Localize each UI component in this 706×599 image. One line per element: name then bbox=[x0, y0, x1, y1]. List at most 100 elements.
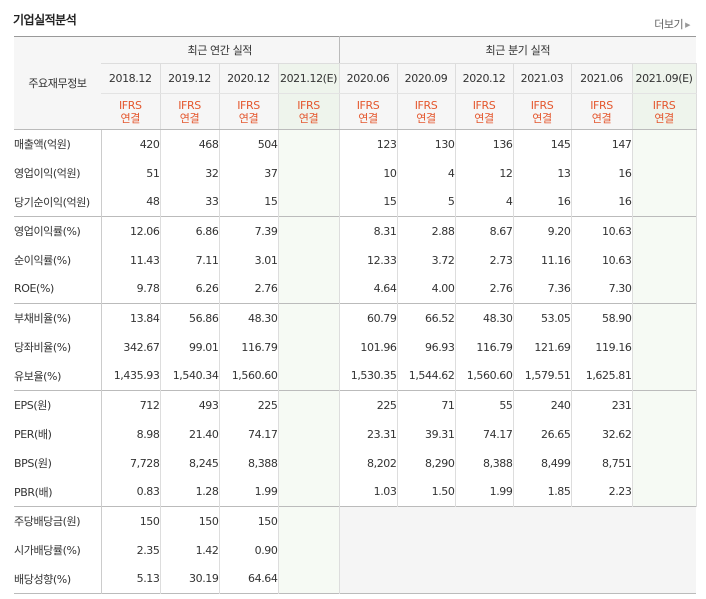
value-cell bbox=[278, 390, 340, 420]
value-cell: 30.19 bbox=[160, 564, 220, 594]
value-cell: 130 bbox=[397, 129, 456, 159]
value-cell bbox=[278, 535, 340, 565]
value-cell: 71 bbox=[397, 390, 456, 420]
row-label: PBR(배) bbox=[14, 477, 102, 507]
value-cell bbox=[632, 216, 697, 246]
value-cell: 493 bbox=[160, 390, 220, 420]
ifrs-header: IFRS 연결 bbox=[219, 93, 279, 130]
value-cell: 8,388 bbox=[219, 448, 279, 478]
period-header: 2020.09 bbox=[397, 63, 456, 94]
row-label: 당좌비율(%) bbox=[14, 332, 102, 362]
value-cell: 56.86 bbox=[160, 303, 220, 333]
value-cell: 504 bbox=[219, 129, 279, 159]
value-cell: 0.90 bbox=[219, 535, 279, 565]
value-cell: 420 bbox=[101, 129, 161, 159]
value-cell bbox=[278, 361, 340, 391]
table-row: PBR(배) 0.83 1.28 1.99 1.03 1.50 1.99 1.85 2.23 bbox=[14, 477, 697, 507]
value-cell: 6.86 bbox=[160, 216, 220, 246]
ifrs-header: IFRS 연결 bbox=[513, 93, 572, 130]
value-cell bbox=[632, 187, 697, 217]
value-cell: 10.63 bbox=[571, 245, 633, 275]
value-cell: 2.73 bbox=[455, 245, 514, 275]
ifrs-header: IFRS 연결 bbox=[632, 93, 697, 130]
consolidated-label: 연결 bbox=[120, 111, 141, 125]
consolidated-label: 연결 bbox=[654, 111, 674, 125]
row-label: 영업이익(억원) bbox=[14, 158, 102, 188]
period-header: 2021.06 bbox=[571, 63, 633, 94]
ifrs-header: IFRS 연결 bbox=[338, 93, 398, 130]
value-cell: 8,388 bbox=[455, 448, 514, 478]
value-cell: 7.30 bbox=[571, 274, 633, 304]
empty-cell bbox=[397, 564, 456, 594]
consolidated-label: 연결 bbox=[358, 111, 378, 125]
value-cell: 1.85 bbox=[513, 477, 572, 507]
value-cell: 2.88 bbox=[397, 216, 456, 246]
row-header-label: 주요재무정보 bbox=[14, 36, 101, 130]
ifrs-header: IFRS 연결 bbox=[101, 93, 161, 130]
value-cell bbox=[278, 448, 340, 478]
value-cell bbox=[632, 245, 697, 275]
value-cell: 4.00 bbox=[397, 274, 456, 304]
value-cell bbox=[632, 361, 697, 391]
value-cell: 48 bbox=[101, 187, 161, 217]
table-row: 주당배당금(원) 150 150 150 bbox=[14, 506, 697, 536]
section-title: 기업실적분석 bbox=[13, 13, 77, 27]
empty-cell bbox=[397, 506, 456, 536]
value-cell: 1,530.35 bbox=[338, 361, 398, 391]
value-cell: 13 bbox=[513, 158, 572, 188]
value-cell: 74.17 bbox=[219, 419, 279, 449]
value-cell: 99.01 bbox=[160, 332, 220, 362]
value-cell: 4 bbox=[455, 187, 514, 217]
value-cell: 1,560.60 bbox=[455, 361, 514, 391]
consolidated-label: 연결 bbox=[298, 111, 319, 125]
value-cell: 1.03 bbox=[338, 477, 398, 507]
value-cell: 66.52 bbox=[397, 303, 456, 333]
value-cell bbox=[632, 274, 697, 304]
empty-cell bbox=[571, 535, 633, 565]
value-cell: 12 bbox=[455, 158, 514, 188]
more-link[interactable]: 더보기 ▶ bbox=[654, 16, 690, 32]
value-cell bbox=[278, 564, 340, 594]
value-cell: 12.33 bbox=[338, 245, 398, 275]
value-cell: 9.78 bbox=[101, 274, 161, 304]
value-cell: 51 bbox=[101, 158, 161, 188]
table-row: 순이익률(%) 11.43 7.11 3.01 12.33 3.72 2.73 11.16 10… bbox=[14, 245, 697, 275]
table-row: ROE(%) 9.78 6.26 2.76 4.64 4.00 2.76 7.36 7.30 bbox=[14, 274, 697, 304]
value-cell: 12.06 bbox=[101, 216, 161, 246]
row-label: ROE(%) bbox=[14, 274, 102, 304]
period-header: 2021.09(E) bbox=[632, 63, 697, 94]
value-cell: 1.28 bbox=[160, 477, 220, 507]
value-cell: 225 bbox=[219, 390, 279, 420]
value-cell: 8.31 bbox=[338, 216, 398, 246]
empty-cell bbox=[513, 564, 572, 594]
value-cell: 342.67 bbox=[101, 332, 161, 362]
row-label: PER(배) bbox=[14, 419, 102, 449]
period-header: 2020.12 bbox=[455, 63, 514, 94]
row-label: BPS(원) bbox=[14, 448, 102, 478]
value-cell: 116.79 bbox=[455, 332, 514, 362]
value-cell: 1,560.60 bbox=[219, 361, 279, 391]
value-cell: 21.40 bbox=[160, 419, 220, 449]
ifrs-label: IFRS bbox=[652, 98, 676, 112]
value-cell: 48.30 bbox=[455, 303, 514, 333]
empty-cell bbox=[338, 564, 398, 594]
value-cell bbox=[278, 303, 340, 333]
value-cell: 2.35 bbox=[101, 535, 161, 565]
empty-cell bbox=[338, 506, 398, 536]
empty-cell bbox=[455, 506, 514, 536]
consolidated-label: 연결 bbox=[532, 111, 552, 125]
table-row: 영업이익률(%) 12.06 6.86 7.39 8.31 2.88 8.67 9.20 10.… bbox=[14, 216, 697, 246]
value-cell: 1.42 bbox=[160, 535, 220, 565]
consolidated-label: 연결 bbox=[416, 111, 436, 125]
value-cell: 240 bbox=[513, 390, 572, 420]
empty-cell bbox=[632, 535, 697, 565]
value-cell: 16 bbox=[571, 187, 633, 217]
table-row: 유보율(%) 1,435.93 1,540.34 1,560.60 1,530.35 1,… bbox=[14, 361, 697, 391]
value-cell: 123 bbox=[338, 129, 398, 159]
consolidated-label: 연결 bbox=[591, 111, 612, 125]
ifrs-header: IFRS 연결 bbox=[571, 93, 633, 130]
value-cell bbox=[632, 448, 697, 478]
period-header: 2021.12(E) bbox=[278, 63, 340, 94]
value-cell: 53.05 bbox=[513, 303, 572, 333]
ifrs-label: IFRS bbox=[356, 98, 380, 112]
